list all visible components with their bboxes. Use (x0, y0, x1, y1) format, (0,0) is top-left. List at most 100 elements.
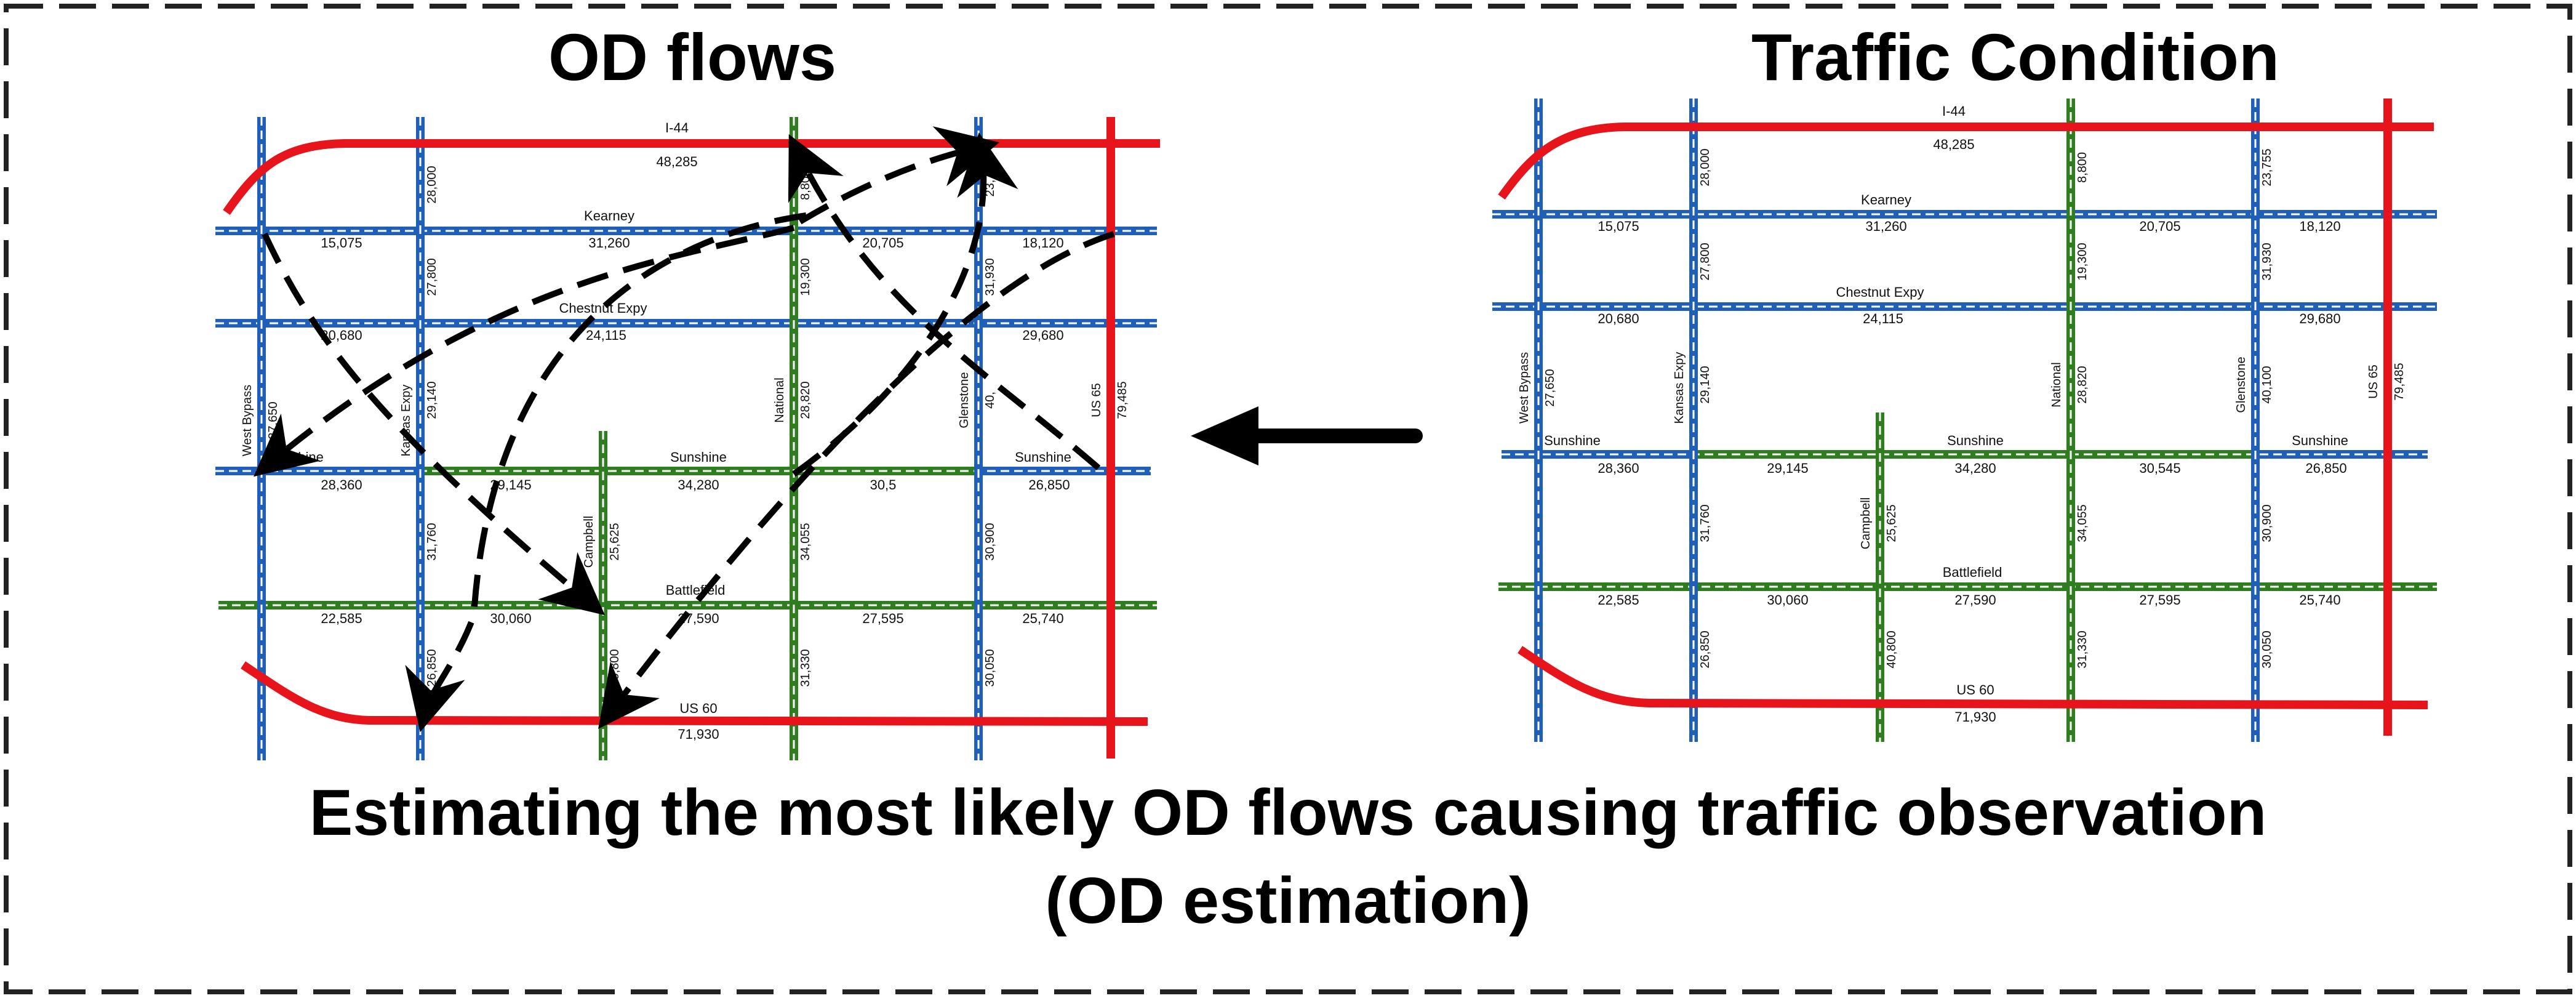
label-kearney: Kearney (1861, 192, 1911, 207)
label-chestnut: Chestnut Expy (1836, 284, 1924, 300)
label-national: National (773, 377, 786, 422)
count-sunshine-3: 34,280 (1954, 461, 1996, 476)
od-flow-arrow (798, 126, 1000, 225)
count-kearney-4: 18,120 (1022, 235, 1063, 251)
traffic-condition-title: Traffic Condition (1751, 20, 2279, 94)
count-glenstone-5: 30,050 (983, 649, 997, 686)
label-i44: I-44 (1942, 103, 1966, 119)
count-chestnut-3: 29,680 (2299, 311, 2340, 326)
count-kearney-2: 31,260 (588, 235, 630, 251)
count-kearney-4: 18,120 (2299, 219, 2340, 234)
count-sunshine-1: 28,360 (1598, 461, 1639, 476)
count-chestnut-3: 29,680 (1022, 328, 1063, 343)
count-us65: 79,485 (2393, 363, 2406, 400)
count-kansas-2: 27,800 (425, 258, 439, 296)
od-flow-arrow (405, 212, 807, 733)
count-national-2: 19,300 (799, 258, 812, 296)
count-battlefield-1: 22,585 (1598, 592, 1639, 608)
label-sunshine-1: Sunshine (267, 449, 324, 465)
count-kansas-4: 31,760 (425, 523, 439, 560)
od-flow-arrow (253, 225, 795, 477)
caption-line-1: Estimating the most likely OD flows caus… (309, 776, 2267, 849)
count-campbell-1: 25,625 (608, 523, 622, 560)
i44-highway (223, 139, 1160, 215)
count-battlefield-4: 27,595 (862, 611, 903, 626)
label-campbell: Campbell (1859, 497, 1873, 549)
count-kansas-3: 29,140 (1698, 366, 1712, 403)
count-west-bypass: 27,650 (266, 401, 280, 439)
count-sunshine-3: 34,280 (678, 477, 719, 493)
count-battlefield-5: 25,740 (2299, 592, 2340, 608)
count-sunshine-4: 30,545 (2139, 461, 2180, 476)
count-sunshine-2: 29,145 (1767, 461, 1808, 476)
count-glenstone-1: 23,755 (2260, 148, 2274, 186)
label-battlefield: Battlefield (666, 582, 726, 598)
label-sunshine-3: Sunshine (1015, 449, 1071, 465)
count-national-1: 8,800 (2076, 152, 2089, 183)
label-sunshine-2: Sunshine (1947, 433, 2004, 448)
count-us60: 71,930 (1954, 709, 1996, 725)
count-kearney-3: 20,705 (862, 235, 903, 251)
count-chestnut-2: 24,115 (1863, 311, 1903, 326)
label-kearney: Kearney (584, 208, 634, 223)
label-west-bypass: West Bypass (241, 385, 254, 456)
count-sunshine-5: 26,850 (2305, 461, 2346, 476)
label-campbell: Campbell (582, 516, 596, 568)
count-campbell-2: 40,800 (608, 649, 622, 686)
count-national-3: 28,820 (2076, 366, 2089, 403)
od-flow-arrow (792, 132, 1018, 477)
label-kansas-expy: Kansas Expy (1673, 352, 1686, 424)
count-kansas-1: 28,000 (1698, 148, 1712, 186)
count-kearney-2: 31,260 (1865, 219, 1906, 234)
label-us60: US 60 (1956, 682, 1994, 698)
od-flows-map: I-44 Kearney Chestnut Expy Sunshine Suns… (215, 117, 1160, 760)
i44-highway (1498, 123, 2434, 200)
count-kansas-4: 31,760 (1698, 504, 1712, 542)
count-chestnut-1: 20,680 (1598, 311, 1639, 326)
label-sunshine-1: Sunshine (1544, 433, 1601, 448)
estimation-arrow (1191, 406, 1423, 465)
count-battlefield-1: 22,585 (321, 611, 362, 626)
count-national-4: 34,055 (799, 523, 812, 560)
count-battlefield-4: 27,595 (2139, 592, 2180, 608)
count-glenstone-4: 30,900 (983, 523, 997, 560)
count-us60: 71,930 (678, 726, 719, 742)
count-kearney-1: 15,075 (321, 235, 362, 251)
count-national-4: 34,055 (2076, 504, 2089, 542)
label-west-bypass: West Bypass (1518, 352, 1531, 424)
dashed-border (4, 4, 2572, 994)
count-battlefield-2: 30,060 (490, 611, 531, 626)
count-sunshine-4: 30,5 (870, 477, 897, 493)
label-us60: US 60 (679, 701, 717, 716)
count-glenstone-4: 30,900 (2260, 504, 2274, 542)
count-kearney-3: 20,705 (2139, 219, 2180, 234)
count-kansas-1: 28,000 (425, 166, 439, 203)
count-glenstone-3: 40,100 (2260, 366, 2274, 403)
count-west-bypass: 27,650 (1543, 369, 1557, 406)
us60-highway (1518, 646, 2428, 709)
count-battlefield-3: 27,590 (1954, 592, 1996, 608)
label-sunshine-2: Sunshine (670, 449, 727, 465)
od-flow-arrows (253, 126, 1115, 733)
count-i44: 48,285 (656, 154, 697, 169)
label-us65: US 65 (1090, 383, 1103, 417)
count-kansas-2: 27,800 (1698, 243, 1712, 280)
count-battlefield-2: 30,060 (1767, 592, 1808, 608)
count-kansas-5: 26,850 (1698, 630, 1712, 668)
count-glenstone-2: 31,930 (983, 258, 997, 296)
label-us65: US 65 (2367, 364, 2380, 399)
count-glenstone-5: 30,050 (2260, 630, 2274, 668)
count-us65: 79,485 (1116, 381, 1129, 419)
count-glenstone-3: 40, (983, 392, 997, 409)
label-glenstone: Glenstone (958, 372, 971, 428)
label-glenstone: Glenstone (2234, 356, 2248, 412)
count-national-2: 19,300 (2076, 243, 2089, 280)
count-chestnut-2: 24,115 (586, 328, 626, 343)
label-battlefield: Battlefield (1943, 565, 2002, 580)
label-kansas-expy: Kansas Expy (399, 385, 413, 457)
count-national-3: 28,820 (799, 381, 812, 419)
count-sunshine-1: 28,360 (321, 477, 362, 493)
us60-highway (241, 661, 1148, 726)
count-campbell-1: 25,625 (1885, 504, 1898, 542)
